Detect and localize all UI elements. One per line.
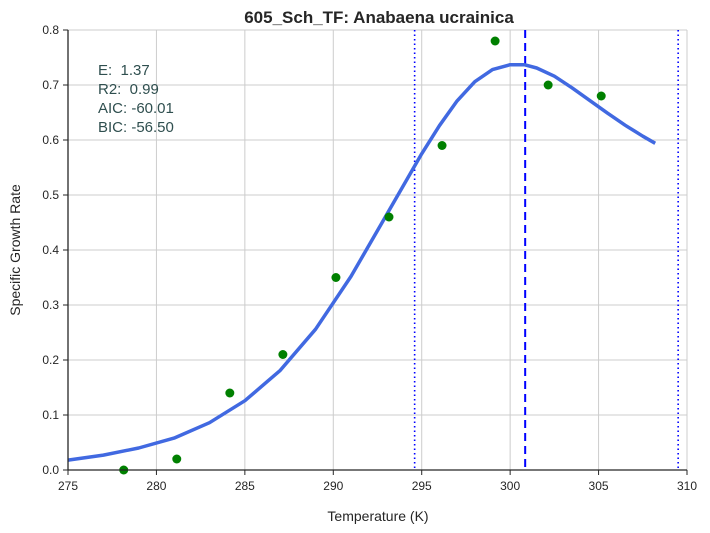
grid xyxy=(67,29,688,471)
x-tick-label: 295 xyxy=(412,479,432,493)
y-tick-label: 0.4 xyxy=(42,243,59,257)
fit-statistics: E: 1.37 R2: 0.99 AIC: -60.01 BIC: -56.50 xyxy=(98,62,174,136)
fit-statistic: BIC: -56.50 xyxy=(98,119,174,136)
fit-statistic: R2: 0.99 xyxy=(98,81,159,98)
y-tick-label: 0.2 xyxy=(42,353,59,367)
y-tick-label: 0.7 xyxy=(42,78,59,92)
data-point xyxy=(225,388,235,398)
reference-lines xyxy=(413,30,679,470)
y-tick-label: 0.8 xyxy=(42,23,59,37)
data-point xyxy=(437,141,447,150)
fit-curve-group xyxy=(67,62,657,462)
chart-title: 605_Sch_TF: Anabaena ucrainica xyxy=(244,8,514,27)
x-tick-label: 310 xyxy=(677,479,697,493)
y-axis-label: Specific Growth Rate xyxy=(7,184,23,316)
data-points xyxy=(119,36,606,475)
data-point xyxy=(384,212,394,222)
y-tick-label: 0.1 xyxy=(42,408,59,422)
data-point xyxy=(278,350,288,359)
x-tick-label: 275 xyxy=(58,479,78,493)
x-axis-label: Temperature (K) xyxy=(327,508,428,524)
y-tick-labels: 0.0 0.1 0.2 0.3 0.4 0.5 0.6 0.7 0.8 xyxy=(42,23,68,477)
data-point xyxy=(596,91,606,101)
data-point xyxy=(490,36,500,46)
data-point xyxy=(543,80,553,90)
x-tick-label: 305 xyxy=(589,479,609,493)
y-tick-label: 0.5 xyxy=(42,188,59,202)
y-tick-label: 0.3 xyxy=(42,298,59,312)
y-tick-label: 0.0 xyxy=(42,463,59,477)
data-point xyxy=(331,273,341,282)
x-tick-labels: 275 280 285 290 295 300 305 310 xyxy=(58,470,697,493)
x-tick-label: 280 xyxy=(146,479,166,493)
x-tick-label: 285 xyxy=(235,479,255,493)
fit-statistic: E: 1.37 xyxy=(98,62,150,79)
x-tick-label: 300 xyxy=(500,479,520,493)
data-point xyxy=(172,454,182,464)
fit-statistic: AIC: -60.01 xyxy=(98,100,174,117)
y-tick-label: 0.6 xyxy=(42,133,59,147)
x-tick-label: 290 xyxy=(323,479,343,493)
fit-curve xyxy=(67,62,657,462)
